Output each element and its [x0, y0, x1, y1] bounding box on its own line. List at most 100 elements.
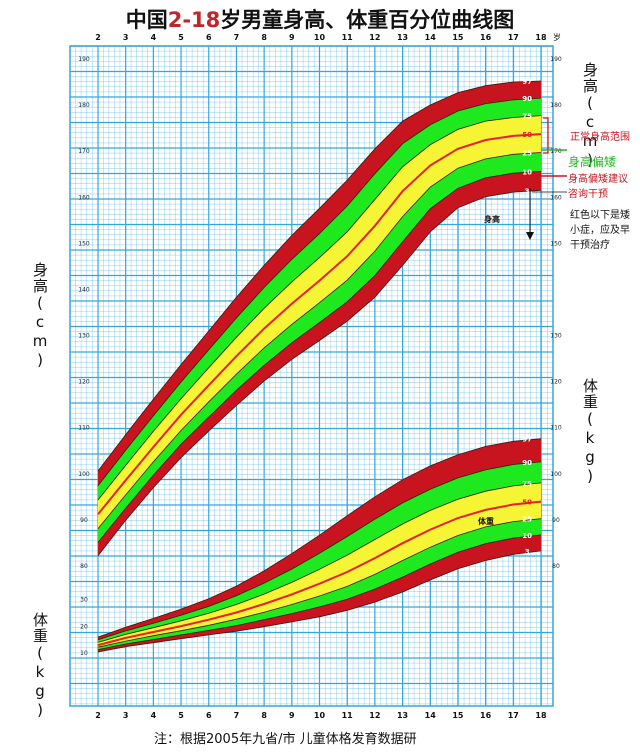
height-p97-label: 97 [522, 78, 532, 86]
age-tick-label: 4 [151, 711, 157, 720]
weight-band-p25-p75 [98, 482, 541, 648]
weight-p25-label: 25 [522, 516, 532, 524]
right-weight-axis-label: 体重(kg) [581, 378, 599, 486]
weight-band-p75-p90 [98, 461, 541, 643]
age-tick-label: 6 [206, 711, 212, 720]
weight-band-p10-p25 [98, 518, 541, 650]
height-p25-label: 25 [522, 149, 532, 157]
height-tick-label: 120 [78, 379, 90, 386]
right-height-tick-label: 170 [550, 148, 562, 155]
left-weight-axis-label: 体重(kg) [31, 612, 49, 720]
height-p3-line [97, 189, 542, 557]
height-p3-label: 3 [525, 187, 530, 195]
weight-curve-label: 体重 [478, 516, 494, 526]
weight-p3-label: 3 [525, 548, 530, 556]
percentile-lines: 3 10 25 50 75 90 97 3 10 25 50 75 90 97 [97, 78, 542, 653]
age-tick-label: 13 [397, 33, 408, 42]
age-tick-label: 15 [452, 33, 464, 42]
age-tick-label: 18 [535, 711, 547, 720]
red-note-line-3: 干预治疗 [570, 240, 610, 251]
red-zone-note: 红色以下是矮 小症，应及早 干预治疗 [570, 208, 630, 253]
right-height-tick-label: 180 [550, 102, 562, 109]
age-tick-label: 15 [452, 711, 464, 720]
age-tick-label: 4 [151, 33, 157, 42]
weight-left-tick-label: 20 [80, 623, 88, 630]
age-tick-label: 9 [289, 33, 295, 42]
right-height-tick-label: 190 [550, 56, 562, 63]
height-p75-line [97, 115, 542, 501]
height-tick-label: 100 [78, 471, 90, 478]
height-tick-label: 160 [78, 194, 90, 201]
age-tick-label: 12 [369, 33, 380, 42]
age-tick-label: 17 [508, 33, 519, 42]
age-tick-label: 11 [342, 711, 354, 720]
age-tick-label: 6 [206, 33, 212, 42]
weight-p50-label: 50 [522, 499, 532, 507]
left-height-axis-label: 身高(cm) [31, 262, 49, 370]
weight-p90-line [97, 461, 542, 641]
weight-p97-line [97, 438, 542, 638]
height-tick-label: 80 [80, 563, 88, 570]
advice-line-1: 身高偏矮建议 [568, 174, 628, 185]
age-tick-label: 8 [261, 33, 267, 42]
height-p97-line [97, 80, 542, 472]
weight-tick-label: 100 [550, 471, 562, 478]
weight-p3-line [97, 550, 542, 653]
red-note-line-1: 红色以下是矮 [570, 210, 630, 221]
weight-tick-label: 130 [550, 333, 562, 340]
height-tick-label: 150 [78, 240, 90, 247]
right-height-axis-label: 身高(cm) [581, 62, 599, 170]
weight-p10-label: 10 [522, 532, 532, 540]
age-tick-label: 13 [397, 711, 408, 720]
red-note-line-2: 小症，应及早 [570, 225, 630, 236]
short-note: 身高偏矮 [568, 155, 617, 169]
height-p10-label: 10 [522, 168, 532, 176]
age-tick-label: 8 [261, 711, 267, 720]
normal-range-note: 正常身高范围 [570, 132, 630, 143]
height-p10-line [97, 171, 542, 543]
age-tick-label: 10 [314, 711, 326, 720]
right-height-tick-label: 150 [550, 240, 562, 247]
age-tick-label: 10 [314, 33, 326, 42]
age-tick-label: 7 [234, 33, 240, 42]
height-curve-label: 身高 [484, 214, 500, 224]
red-zone-arrowhead [526, 232, 534, 240]
weight-p50-line [97, 500, 542, 647]
chart-title: 中国2-18岁男童身高、体重百分位曲线图 [125, 8, 515, 32]
age-tick-label: 2 [95, 33, 101, 42]
height-p50-line [97, 133, 542, 515]
height-tick-label: 180 [78, 102, 90, 109]
age-tick-label: 3 [123, 711, 129, 720]
height-tick-label: 190 [78, 56, 90, 63]
age-tick-label: 5 [178, 33, 184, 42]
age-tick-label: 2 [95, 711, 101, 720]
annotation-marks [526, 117, 567, 240]
age-tick-label: 18 [535, 33, 547, 42]
normal-range-bracket [543, 117, 549, 154]
weight-tick-label: 80 [552, 563, 560, 570]
age-tick-label: 16 [480, 33, 492, 42]
age-tick-label: 3 [123, 33, 129, 42]
height-p75-label: 75 [522, 113, 532, 121]
footnote: 注：根据2005年九省/市 儿童体格发育数据研 [154, 732, 417, 747]
height-p90-label: 90 [522, 95, 532, 103]
weight-tick-label: 110 [550, 425, 562, 432]
age-unit-label: 岁 [553, 32, 561, 42]
weight-p10-line [97, 534, 542, 650]
age-tick-label: 7 [234, 711, 240, 720]
height-p25-line [97, 152, 542, 529]
age-tick-label: 12 [369, 711, 380, 720]
weight-p90-label: 90 [522, 459, 532, 467]
right-height-tick-label: 160 [550, 194, 562, 201]
weight-left-tick-label: 10 [80, 650, 88, 657]
weight-p25-line [97, 518, 542, 648]
plot-frame [69, 45, 554, 707]
age-tick-label: 17 [508, 711, 519, 720]
height-tick-label: 110 [78, 425, 90, 432]
tick-labels: 2 2 3 3 4 4 5 5 6 6 7 7 8 8 9 9 10 10 11 11 12 12 13 13 14 14 15 15… [78, 32, 562, 720]
age-tick-label: 16 [480, 711, 492, 720]
height-tick-label: 140 [78, 286, 90, 293]
age-tick-label: 5 [178, 711, 184, 720]
height-tick-label: 170 [78, 148, 90, 155]
